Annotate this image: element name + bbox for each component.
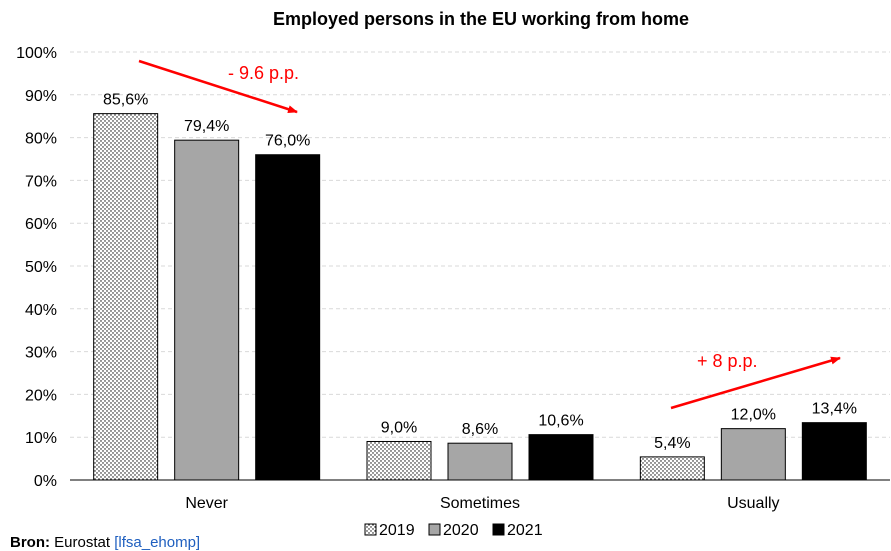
legend-label: 2020: [443, 522, 479, 539]
y-tick-label: 40%: [25, 302, 57, 319]
annotation-arrow-increase: [670, 356, 841, 410]
legend-swatch-2021: [492, 523, 505, 536]
legend-label: 2019: [379, 522, 415, 539]
y-tick-label: 70%: [25, 173, 57, 190]
y-tick-label: 50%: [25, 259, 57, 276]
annotation-decrease: - 9.6 p.p.: [228, 63, 299, 83]
data-label: 12,0%: [731, 407, 776, 424]
source-note: Bron: Eurostat [lfsa_ehomp]: [10, 534, 200, 551]
data-label: 8,6%: [462, 421, 498, 438]
chart-title: Employed persons in the EU working from …: [273, 9, 689, 29]
legend-swatch-2019: [364, 523, 377, 536]
annotation-arrow-decrease: [138, 59, 298, 114]
bars: [93, 113, 867, 481]
data-label: 5,4%: [654, 435, 690, 452]
y-tick-label: 0%: [34, 473, 57, 490]
data-label: 10,6%: [538, 413, 583, 430]
bar-2020-usually: [720, 428, 786, 481]
data-label: 79,4%: [184, 118, 229, 135]
y-tick-label: 60%: [25, 216, 57, 233]
data-label: 13,4%: [812, 401, 857, 418]
source-name: Eurostat: [54, 534, 111, 551]
y-axis: 0% 10% 20% 30% 40% 50% 60% 70% 80% 90% 100%: [16, 45, 57, 490]
bar-2021-usually: [801, 422, 867, 481]
data-label: 85,6%: [103, 92, 148, 109]
data-label: 9,0%: [381, 419, 417, 436]
bar-2020-sometimes: [447, 442, 513, 481]
y-tick-label: 100%: [16, 45, 57, 62]
legend: 2019 2020 2021: [364, 522, 543, 539]
source-label: Bron:: [10, 534, 50, 551]
y-tick-label: 80%: [25, 131, 57, 148]
legend-label: 2021: [507, 522, 543, 539]
bar-2020-never: [174, 139, 240, 481]
data-label: 76,0%: [265, 133, 310, 150]
bar-2021-sometimes: [528, 434, 594, 481]
y-tick-label: 10%: [25, 430, 57, 447]
x-tick-label: Usually: [727, 495, 779, 512]
x-tick-label: Never: [185, 495, 228, 512]
y-tick-label: 20%: [25, 387, 57, 404]
bar-2019-usually: [639, 456, 705, 481]
bar-2019-never: [93, 113, 159, 481]
bar-labels: 85,6% 79,4% 76,0% 9,0% 8,6% 10,6% 5,4% 12,0% 13,…: [103, 92, 857, 452]
y-tick-label: 90%: [25, 88, 57, 105]
x-tick-label: Sometimes: [440, 495, 520, 512]
bar-2021-never: [255, 154, 321, 481]
bar-2019-sometimes: [366, 440, 432, 481]
annotation-increase: + 8 p.p.: [697, 351, 758, 371]
source-link[interactable]: [lfsa_ehomp]: [114, 534, 201, 551]
x-axis: Never Sometimes Usually: [70, 479, 890, 512]
y-tick-label: 30%: [25, 345, 57, 362]
legend-swatch-2020: [428, 523, 441, 536]
